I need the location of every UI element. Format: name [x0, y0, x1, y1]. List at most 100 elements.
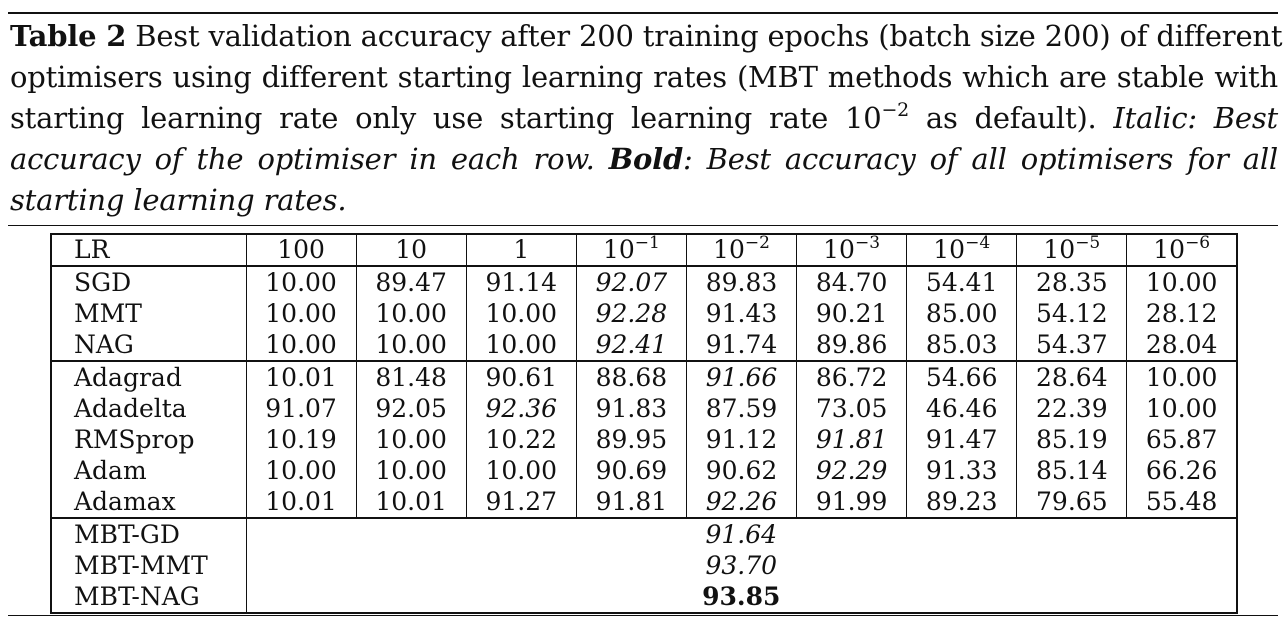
value-cell: 90.62 [685, 455, 798, 486]
value-cell: 10.00 [355, 455, 467, 486]
header-exponent: −5 [1075, 233, 1101, 253]
caption-italic-5: starting learning rates. [10, 183, 347, 217]
table-row: RMSprop 10.19 10.00 10.22 89.95 91.12 91.81 91.… [50, 424, 1238, 455]
header-lr-6: 10−4 [906, 233, 1018, 267]
value-cell: 89.47 [355, 266, 467, 298]
value-cell: 91.47 [906, 424, 1018, 455]
header-base: 10 [1153, 235, 1186, 264]
value-cell: 10.00 [1126, 393, 1238, 424]
value-cell: 10.00 [245, 329, 357, 362]
caption-line-2: optimisers using different starting lear… [10, 60, 1278, 94]
value-cell: 92.28 [575, 298, 687, 329]
table-caption: Table 2 Best validation accuracy after 2… [10, 16, 1283, 221]
header-exponent: −4 [965, 233, 991, 253]
caption-line-5: starting learning rates. [10, 180, 1278, 221]
value-cell: 89.83 [685, 266, 798, 298]
table-header-row: LR 100 10 1 10−1 10−2 10−3 10−4 10−5 10−6 [50, 233, 1238, 267]
caption-text-3b: as default). [909, 101, 1114, 135]
mbt-row: MBT-NAG 93.85 [50, 581, 1238, 613]
header-exponent: −6 [1185, 233, 1211, 253]
value-cell: 73.05 [796, 393, 908, 424]
value-cell: 92.41 [575, 329, 687, 362]
mbt-label: MBT-MMT [50, 550, 247, 581]
value-cell: 54.41 [906, 266, 1018, 298]
row-label: RMSprop [50, 424, 247, 455]
value-cell: 91.14 [465, 266, 577, 298]
top-rule [8, 12, 1278, 14]
value-cell: 54.66 [906, 361, 1018, 393]
value-cell: 10.00 [465, 455, 577, 486]
value-cell: 28.04 [1126, 329, 1238, 362]
value-cell: 91.99 [796, 486, 908, 519]
mbt-value: 93.85 [245, 581, 1238, 613]
value-cell: 91.07 [245, 393, 357, 424]
header-lr-7: 10−5 [1016, 233, 1128, 267]
value-cell: 10.00 [465, 329, 577, 362]
value-cell: 91.12 [685, 424, 798, 455]
value-cell: 85.00 [906, 298, 1018, 329]
header-lr-4: 10−2 [685, 233, 798, 267]
value-cell: 10.00 [245, 266, 357, 298]
value-cell: 10.00 [355, 298, 467, 329]
header-lr-3: 10−1 [575, 233, 687, 267]
value-cell: 10.01 [245, 486, 357, 519]
table-row: Adamax 10.01 10.01 91.27 91.81 92.26 91.99 89.2… [50, 486, 1238, 519]
value-cell: 92.26 [685, 486, 798, 519]
caption-line-3: starting learning rate only use starting… [10, 98, 1278, 139]
value-cell: 55.48 [1126, 486, 1238, 519]
value-cell: 10.19 [245, 424, 357, 455]
row-label: Adamax [50, 486, 247, 519]
caption-line-4: accuracy of the optimiser in each row. B… [10, 139, 1278, 180]
value-cell: 10.00 [355, 424, 467, 455]
header-base: 10 [602, 235, 635, 264]
row-label: Adam [50, 455, 247, 486]
value-cell: 90.69 [575, 455, 687, 486]
header-base: 10 [713, 235, 745, 264]
value-cell: 86.72 [796, 361, 908, 393]
value-cell: 66.26 [1126, 455, 1238, 486]
value-cell: 84.70 [796, 266, 908, 298]
caption-italic-3: Italic: Best [1113, 101, 1279, 135]
value-cell: 10.00 [245, 298, 357, 329]
results-table: LR 100 10 1 10−1 10−2 10−3 10−4 10−5 10−6 SGD 10.00… [50, 233, 1238, 614]
table-row: Adadelta 91.07 92.05 92.36 91.83 87.59 73.05 46… [50, 393, 1238, 424]
value-cell: 10.00 [355, 329, 467, 362]
header-lr-1: 10 [355, 234, 467, 267]
value-cell: 28.12 [1126, 298, 1238, 329]
caption-label: Table 2 [10, 19, 127, 53]
table-row: Adagrad 10.01 81.48 90.61 88.68 91.66 86.72 54.… [50, 361, 1238, 393]
value-cell: 10.00 [245, 455, 357, 486]
value-cell: 90.21 [796, 298, 908, 329]
mbt-value: 91.64 [245, 518, 1238, 550]
mbt-row: MBT-GD 91.64 [50, 518, 1238, 550]
value-cell: 10.01 [355, 486, 467, 519]
value-cell: 88.68 [575, 361, 687, 393]
value-cell: 92.36 [465, 393, 577, 424]
value-cell: 92.07 [575, 266, 687, 298]
header-exponent: −3 [854, 233, 881, 253]
row-label: Adagrad [50, 361, 247, 393]
value-cell: 85.14 [1016, 455, 1128, 486]
value-cell: 79.65 [1016, 486, 1128, 519]
table-row: Adam 10.00 10.00 10.00 90.69 90.62 92.29 91.33 8… [50, 455, 1238, 486]
value-cell: 85.03 [906, 329, 1018, 362]
value-cell: 10.22 [465, 424, 577, 455]
value-cell: 91.81 [575, 486, 687, 519]
header-base: 1 [513, 235, 530, 264]
header-exponent: −2 [744, 233, 770, 253]
value-cell: 91.81 [796, 424, 908, 455]
value-cell: 89.86 [796, 329, 908, 362]
row-label: NAG [50, 329, 247, 362]
row-label: MMT [50, 298, 247, 329]
caption-italic-4: accuracy of the optimiser in each row. [10, 142, 609, 176]
value-cell: 91.74 [685, 329, 798, 362]
value-cell: 10.00 [1126, 266, 1238, 298]
mbt-value: 93.70 [245, 550, 1238, 581]
value-cell: 91.27 [465, 486, 577, 519]
row-label: Adadelta [50, 393, 247, 424]
value-cell: 10.00 [465, 298, 577, 329]
mbt-row: MBT-MMT 93.70 [50, 550, 1238, 581]
value-cell: 87.59 [685, 393, 798, 424]
header-exponent: −1 [634, 233, 660, 253]
header-base: 10 [823, 235, 855, 264]
